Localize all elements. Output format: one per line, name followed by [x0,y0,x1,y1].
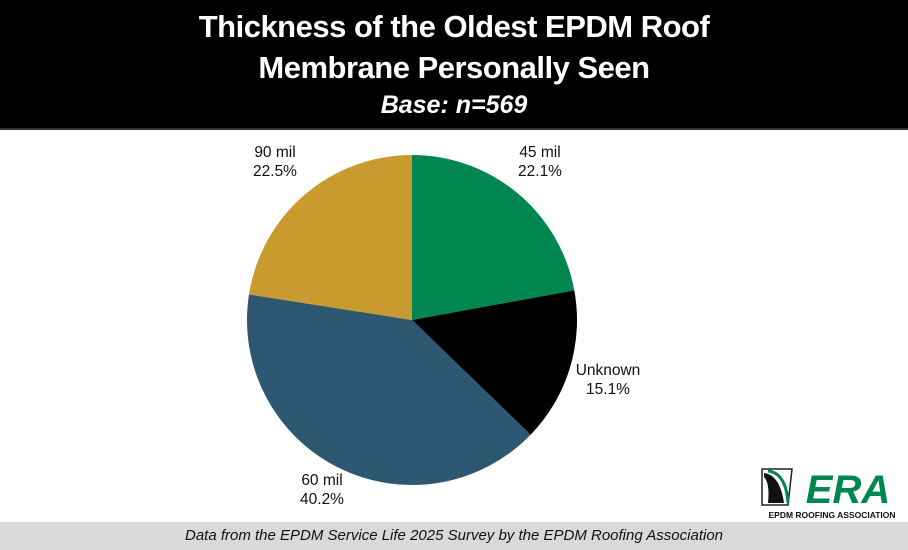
era-logo: ERA EPDM ROOFING ASSOCIATION [761,468,896,520]
logo-text: ERA [806,468,890,512]
chart-subtitle: Base: n=569 [380,91,528,119]
slice-label: 90 mil [254,144,295,161]
slice-label: 60 mil [301,472,342,489]
pie-slice-60-mil [247,294,531,485]
pie-slice-unknown [412,290,577,435]
chart-title: Thickness of the Oldest EPDM Roof Membra… [0,6,908,88]
slice-label: Unknown [576,362,641,379]
title-line-1: Thickness of the Oldest EPDM Roof [198,9,710,44]
chart-header: Thickness of the Oldest EPDM Roof Membra… [0,0,908,130]
slice-value-label: 40.2% [300,491,344,508]
slice-value-label: 15.1% [586,381,630,398]
title-line-2: Membrane Personally Seen [258,50,650,85]
source-footer: Data from the EPDM Service Life 2025 Sur… [0,522,908,550]
pie-slice-90-mil [248,155,412,320]
slice-label: 45 mil [519,144,560,161]
logo-tagline: EPDM ROOFING ASSOCIATION [768,510,895,520]
slice-value-label: 22.1% [518,163,562,180]
pie-slice-45-mil [412,155,575,320]
slice-value-label: 22.5% [253,163,297,180]
